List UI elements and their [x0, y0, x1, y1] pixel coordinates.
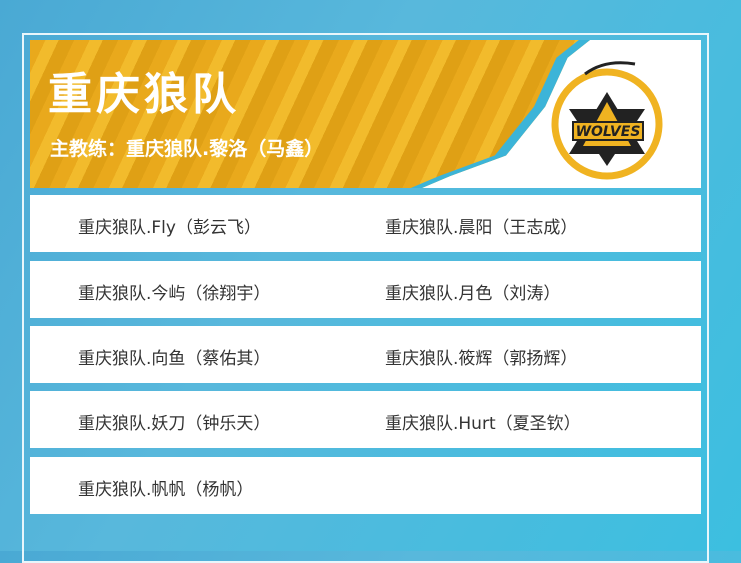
wolves-logo-icon: WOLVES	[551, 61, 663, 180]
head-coach: 主教练：重庆狼队.黎洛（马鑫）	[50, 138, 324, 160]
player-row: 重庆狼队.向鱼（蔡佑其） 重庆狼队.筱辉（郭扬辉）	[30, 326, 701, 383]
player-name: 重庆狼队.帆帆（杨帆）	[78, 480, 254, 500]
player-name: 重庆狼队.今屿（徐翔宇）	[78, 284, 271, 304]
player-name: 重庆狼队.向鱼（蔡佑其）	[78, 349, 271, 369]
team-name: 重庆狼队	[48, 69, 240, 120]
svg-text:WOLVES: WOLVES	[576, 124, 641, 140]
player-row: 重庆狼队.Fly（彭云飞） 重庆狼队.晨阳（王志成）	[30, 195, 701, 252]
player-name: 重庆狼队.晨阳（王志成）	[385, 218, 578, 238]
player-row: 重庆狼队.帆帆（杨帆）	[30, 457, 701, 514]
player-row: 重庆狼队.今屿（徐翔宇） 重庆狼队.月色（刘涛）	[30, 261, 701, 318]
player-name: 重庆狼队.Hurt（夏圣钦）	[385, 414, 581, 434]
player-name: 重庆狼队.Fly（彭云飞）	[78, 218, 261, 238]
player-name: 重庆狼队.筱辉（郭扬辉）	[385, 349, 578, 369]
player-name: 重庆狼队.月色（刘涛）	[385, 284, 561, 304]
player-name: 重庆狼队.妖刀（钟乐天）	[78, 414, 271, 434]
player-row: 重庆狼队.妖刀（钟乐天） 重庆狼队.Hurt（夏圣钦）	[30, 391, 701, 448]
team-header: 重庆狼队 主教练：重庆狼队.黎洛（马鑫） WOLVES	[30, 40, 701, 188]
